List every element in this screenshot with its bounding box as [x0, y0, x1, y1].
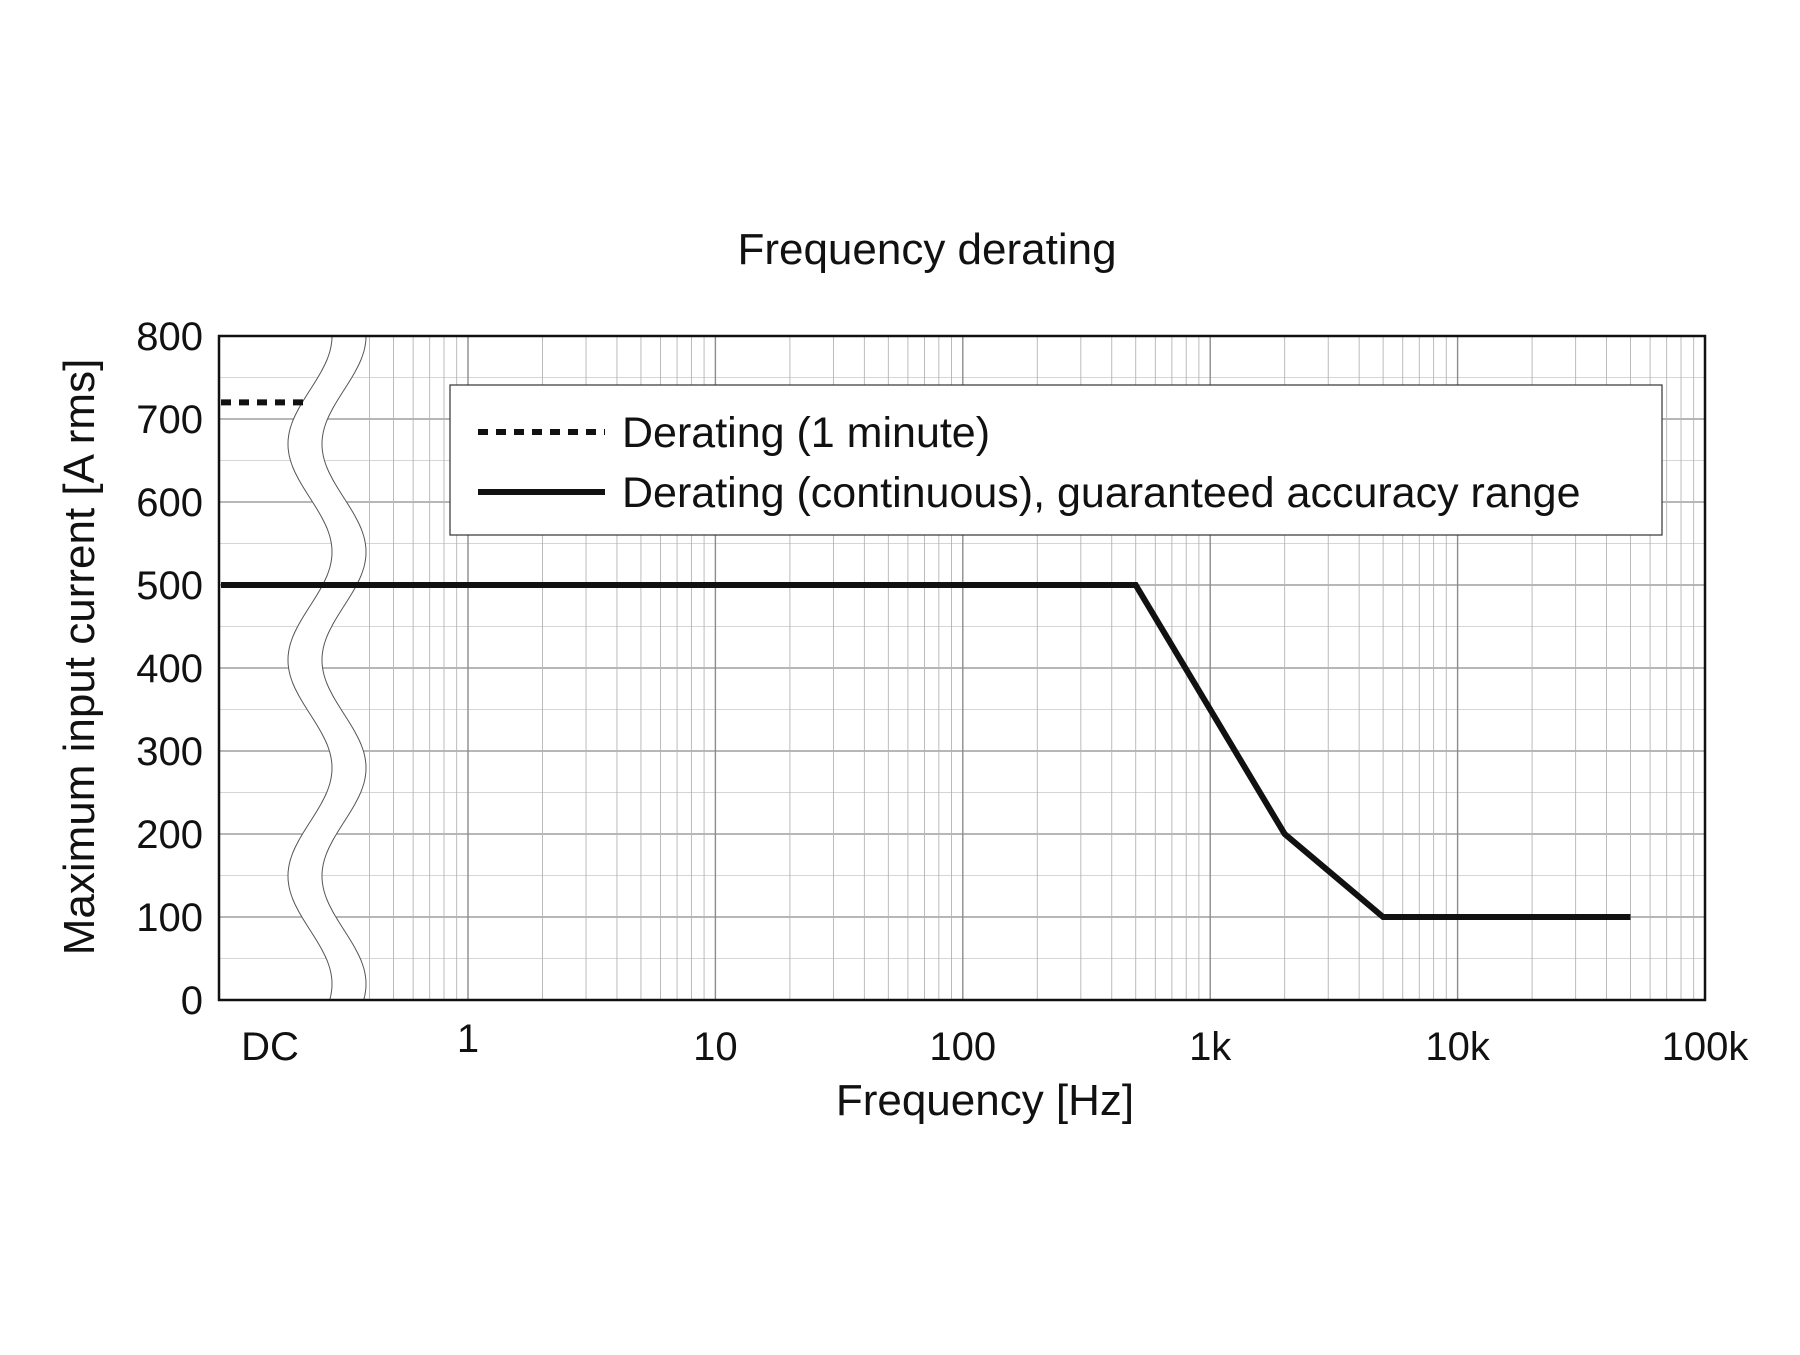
axis-break-edge	[287, 335, 333, 1001]
y-tick-label: 700	[136, 398, 203, 442]
y-tick-label: 100	[136, 896, 203, 940]
y-tick-label: 400	[136, 647, 203, 691]
y-axis-label: Maximum input current [A rms]	[55, 359, 104, 956]
x-tick-label: 100k	[1662, 1025, 1750, 1069]
series-line-continuous	[221, 582, 1631, 920]
chart-title: Frequency derating	[737, 225, 1116, 274]
axis-break-edge	[321, 335, 367, 1001]
x-tick-label: 1	[457, 1017, 479, 1061]
x-tick-label: 100	[929, 1025, 996, 1069]
x-tick-label: DC	[241, 1025, 299, 1069]
y-tick-label: 300	[136, 730, 203, 774]
y-tick-label: 800	[136, 315, 203, 359]
legend-box	[449, 384, 1663, 536]
x-tick-label: 10k	[1425, 1025, 1490, 1069]
y-tick-label: 200	[136, 813, 203, 857]
y-tick-label: 500	[136, 564, 203, 608]
y-tick-label: 600	[136, 481, 203, 525]
x-axis-label: Frequency [Hz]	[836, 1076, 1134, 1125]
x-tick-label: 10	[693, 1025, 738, 1069]
plot-frame	[217, 334, 1707, 1002]
y-tick-label: 0	[181, 979, 203, 1023]
x-tick-label: 1k	[1189, 1025, 1232, 1069]
legend: Derating (1 minute) Derating (continuous)…	[449, 384, 1663, 536]
legend-label: Derating (continuous), guaranteed accura…	[622, 469, 1581, 517]
legend-label: Derating (1 minute)	[622, 409, 990, 457]
